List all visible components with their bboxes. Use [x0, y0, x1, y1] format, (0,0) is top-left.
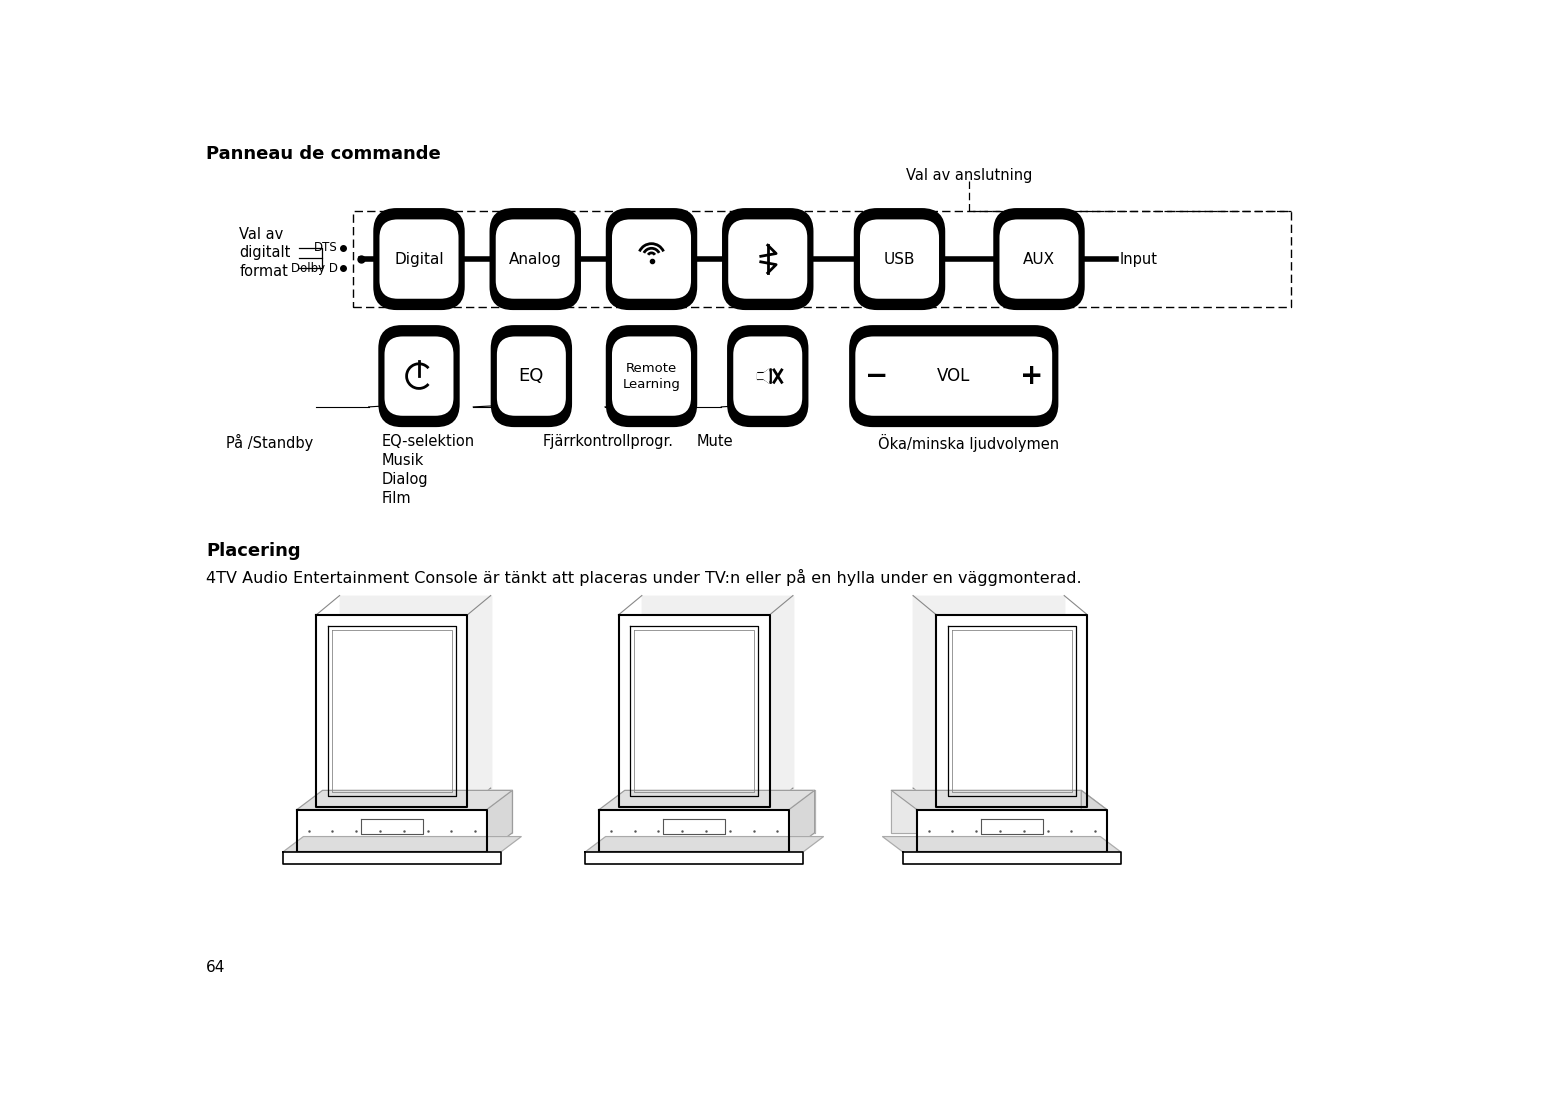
FancyBboxPatch shape [855, 336, 1052, 416]
FancyBboxPatch shape [727, 325, 808, 427]
Text: Mute: Mute [696, 434, 733, 449]
Polygon shape [600, 790, 814, 809]
Text: Dolby D: Dolby D [291, 262, 337, 275]
Polygon shape [892, 790, 1106, 809]
Text: o: o [765, 216, 771, 226]
Text: 4TV Audio Entertainment Console är tänkt att placeras under TV:n eller på en hyl: 4TV Audio Entertainment Console är tänkt… [205, 569, 1082, 585]
FancyBboxPatch shape [999, 219, 1078, 298]
Polygon shape [586, 851, 803, 864]
Text: o: o [890, 334, 897, 344]
Text: Val av
digitalt
format: Val av digitalt format [239, 227, 291, 279]
Text: o: o [928, 334, 934, 344]
Text: På /Standby: På /Standby [225, 434, 312, 451]
FancyBboxPatch shape [606, 208, 698, 311]
FancyBboxPatch shape [496, 219, 575, 298]
FancyBboxPatch shape [853, 208, 945, 311]
Polygon shape [642, 595, 793, 788]
Text: o: o [878, 334, 884, 344]
Text: o: o [415, 216, 423, 226]
FancyBboxPatch shape [497, 336, 566, 416]
Polygon shape [937, 614, 1088, 807]
Polygon shape [618, 614, 769, 807]
Polygon shape [486, 790, 513, 851]
FancyBboxPatch shape [729, 219, 807, 298]
FancyBboxPatch shape [848, 325, 1058, 427]
Text: o: o [648, 216, 654, 226]
Text: o: o [940, 334, 946, 344]
Text: VOL: VOL [937, 367, 970, 385]
Text: o: o [516, 333, 524, 343]
Text: ↓: ↓ [516, 341, 524, 349]
FancyBboxPatch shape [612, 336, 692, 416]
Text: EQ: EQ [519, 367, 544, 385]
FancyBboxPatch shape [378, 325, 460, 427]
Polygon shape [297, 790, 513, 809]
Text: o: o [527, 333, 533, 343]
Text: o: o [866, 334, 872, 344]
Text: Digital: Digital [395, 252, 444, 267]
Text: DTS: DTS [314, 242, 337, 254]
Polygon shape [340, 595, 491, 788]
Polygon shape [600, 809, 789, 851]
Polygon shape [283, 851, 500, 864]
Text: o: o [1035, 216, 1043, 226]
FancyBboxPatch shape [490, 208, 581, 311]
Polygon shape [892, 790, 1082, 833]
FancyBboxPatch shape [491, 325, 572, 427]
Text: Öka/minska ljudvolymen: Öka/minska ljudvolymen [878, 434, 1058, 452]
Text: o: o [415, 334, 423, 344]
Polygon shape [283, 837, 521, 851]
Text: Panneau de commande: Panneau de commande [205, 145, 441, 164]
Polygon shape [1082, 790, 1106, 851]
Polygon shape [625, 790, 814, 833]
Text: AUX: AUX [1023, 252, 1055, 267]
Polygon shape [317, 614, 468, 807]
FancyBboxPatch shape [606, 325, 698, 427]
FancyBboxPatch shape [373, 208, 465, 311]
Text: o: o [531, 216, 539, 226]
Text: Val av anslutning: Val av anslutning [906, 168, 1032, 184]
FancyBboxPatch shape [379, 219, 458, 298]
Text: 64: 64 [205, 961, 225, 975]
Bar [353, 210, 1291, 307]
Polygon shape [323, 790, 513, 833]
Text: Fjärrkontrollprogr.: Fjärrkontrollprogr. [542, 434, 674, 449]
Text: USB: USB [884, 252, 915, 267]
Text: o: o [965, 334, 971, 344]
Text: Placering: Placering [205, 542, 300, 560]
FancyBboxPatch shape [384, 336, 454, 416]
Text: Analog: Analog [508, 252, 561, 267]
Text: o: o [897, 216, 903, 226]
FancyBboxPatch shape [993, 208, 1085, 311]
Polygon shape [757, 368, 769, 384]
Text: o: o [648, 334, 654, 344]
FancyBboxPatch shape [733, 336, 802, 416]
Text: Remote
Learning: Remote Learning [623, 362, 681, 391]
Polygon shape [757, 368, 769, 384]
Polygon shape [297, 809, 486, 851]
Text: ?: ? [528, 341, 533, 349]
Text: EQ-selektion
Musik
Dialog
Film: EQ-selektion Musik Dialog Film [382, 434, 476, 506]
Polygon shape [883, 837, 1120, 851]
Polygon shape [586, 837, 824, 851]
Polygon shape [917, 809, 1106, 851]
FancyBboxPatch shape [859, 219, 939, 298]
Text: o: o [765, 334, 771, 344]
Text: Input: Input [1119, 252, 1158, 267]
Text: +: + [1019, 362, 1043, 391]
Polygon shape [789, 790, 814, 851]
Text: o: o [903, 334, 909, 344]
Text: o: o [915, 334, 922, 344]
Text: o: o [953, 334, 959, 344]
Text: o: o [539, 333, 545, 343]
Polygon shape [903, 851, 1120, 864]
Polygon shape [914, 595, 1064, 788]
FancyBboxPatch shape [723, 208, 813, 311]
Text: ▭: ▭ [539, 342, 545, 347]
Text: −: − [864, 362, 887, 391]
FancyBboxPatch shape [612, 219, 692, 298]
